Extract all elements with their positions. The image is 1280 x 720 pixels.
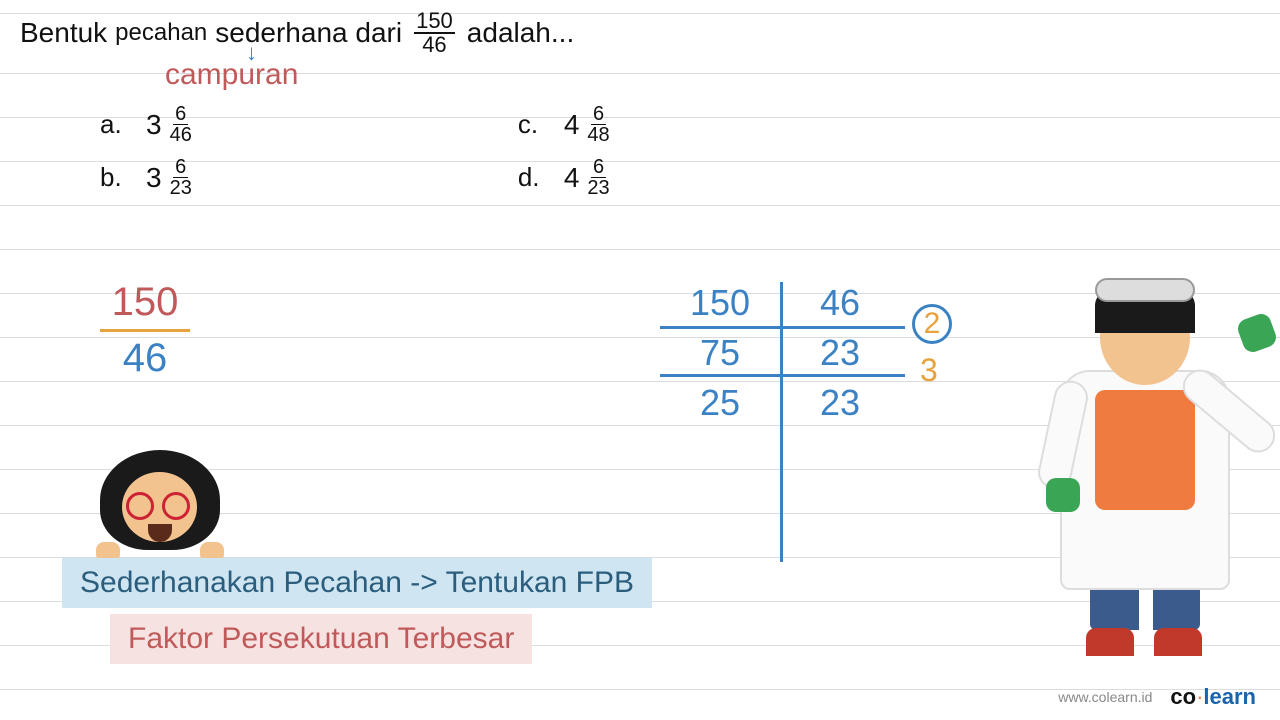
option-c: c. 4 6 48 [518, 104, 616, 145]
q-word1: pecahan [115, 19, 207, 47]
footer-url: www.colearn.id [1058, 689, 1152, 705]
quotient-circled: 2 [912, 304, 952, 344]
opt-c-frac: 6 48 [585, 104, 611, 145]
opt-b-whole: 3 [146, 162, 162, 194]
teacher-character-icon [1040, 260, 1250, 680]
opt-c-value: 4 6 48 [564, 104, 616, 145]
opt-b-num: 6 [173, 157, 188, 178]
opt-c-num: 6 [591, 104, 606, 125]
opt-a-frac: 6 46 [168, 104, 194, 145]
opt-a-num: 6 [173, 104, 188, 125]
hint-simplify-fpb: Sederhanakan Pecahan -> Tentukan FPB [62, 558, 652, 608]
option-d: d. 4 6 23 [518, 157, 616, 198]
opt-b-frac: 6 23 [168, 157, 194, 198]
q-fraction: 150 46 [414, 10, 455, 56]
slide-content: Bentuk pecahan sederhana dari 150 46 ada… [0, 0, 1280, 720]
opt-d-label: d. [518, 162, 548, 193]
quotient-2-value: 3 [920, 352, 938, 388]
annotation-campuran: campuran [165, 58, 298, 92]
brand-co: co [1170, 684, 1196, 709]
opt-b-label: b. [100, 162, 130, 193]
division-vertical-line [780, 282, 783, 562]
opt-c-whole: 4 [564, 109, 580, 141]
girl-character-icon [100, 442, 220, 562]
div-r1-left: 75 [660, 328, 780, 378]
work-fraction: 150 46 [100, 280, 190, 381]
opt-c-label: c. [518, 109, 548, 140]
work-frac-bar [100, 329, 190, 332]
option-a: a. 3 6 46 [100, 104, 198, 145]
question-text: Bentuk pecahan sederhana dari 150 46 ada… [20, 10, 574, 56]
q-frac-den: 46 [420, 34, 448, 56]
opt-a-value: 3 6 46 [146, 104, 198, 145]
opt-b-value: 3 6 23 [146, 157, 198, 198]
quotient-1-value: 2 [924, 307, 941, 341]
opt-d-value: 4 6 23 [564, 157, 616, 198]
opt-d-whole: 4 [564, 162, 580, 194]
q-prefix: Bentuk [20, 17, 107, 49]
answer-options: a. 3 6 46 c. 4 6 48 [100, 104, 900, 210]
option-b: b. 3 6 23 [100, 157, 198, 198]
footer: www.colearn.id co·learn [1058, 684, 1256, 710]
opt-d-num: 6 [591, 157, 606, 178]
opt-c-den: 48 [585, 125, 611, 145]
q-word2: sederhana dari [215, 17, 402, 49]
div-r0-right: 46 [780, 278, 900, 328]
brand-logo: co·learn [1170, 684, 1256, 710]
opt-b-den: 23 [168, 178, 194, 198]
opt-d-den: 23 [585, 178, 611, 198]
brand-learn: learn [1203, 684, 1256, 709]
div-r2-left: 25 [660, 378, 780, 428]
division-hline-2 [660, 374, 905, 377]
work-frac-num: 150 [100, 280, 190, 325]
quotient-plain: 3 [920, 352, 938, 389]
q-suffix: adalah... [467, 17, 574, 49]
options-row-1: a. 3 6 46 c. 4 6 48 [100, 104, 900, 145]
div-r1-right: 23 [780, 328, 900, 378]
q-frac-num: 150 [414, 10, 455, 34]
work-frac-den: 46 [100, 336, 190, 381]
div-r2-right: 23 [780, 378, 900, 428]
div-r0-left: 150 [660, 278, 780, 328]
opt-a-den: 46 [168, 125, 194, 145]
opt-d-frac: 6 23 [585, 157, 611, 198]
opt-a-label: a. [100, 109, 130, 140]
hint-fpb-fullname: Faktor Persekutuan Terbesar [110, 614, 532, 664]
options-row-2: b. 3 6 23 d. 4 6 23 [100, 157, 900, 198]
opt-a-whole: 3 [146, 109, 162, 141]
division-hline-1 [660, 326, 905, 329]
